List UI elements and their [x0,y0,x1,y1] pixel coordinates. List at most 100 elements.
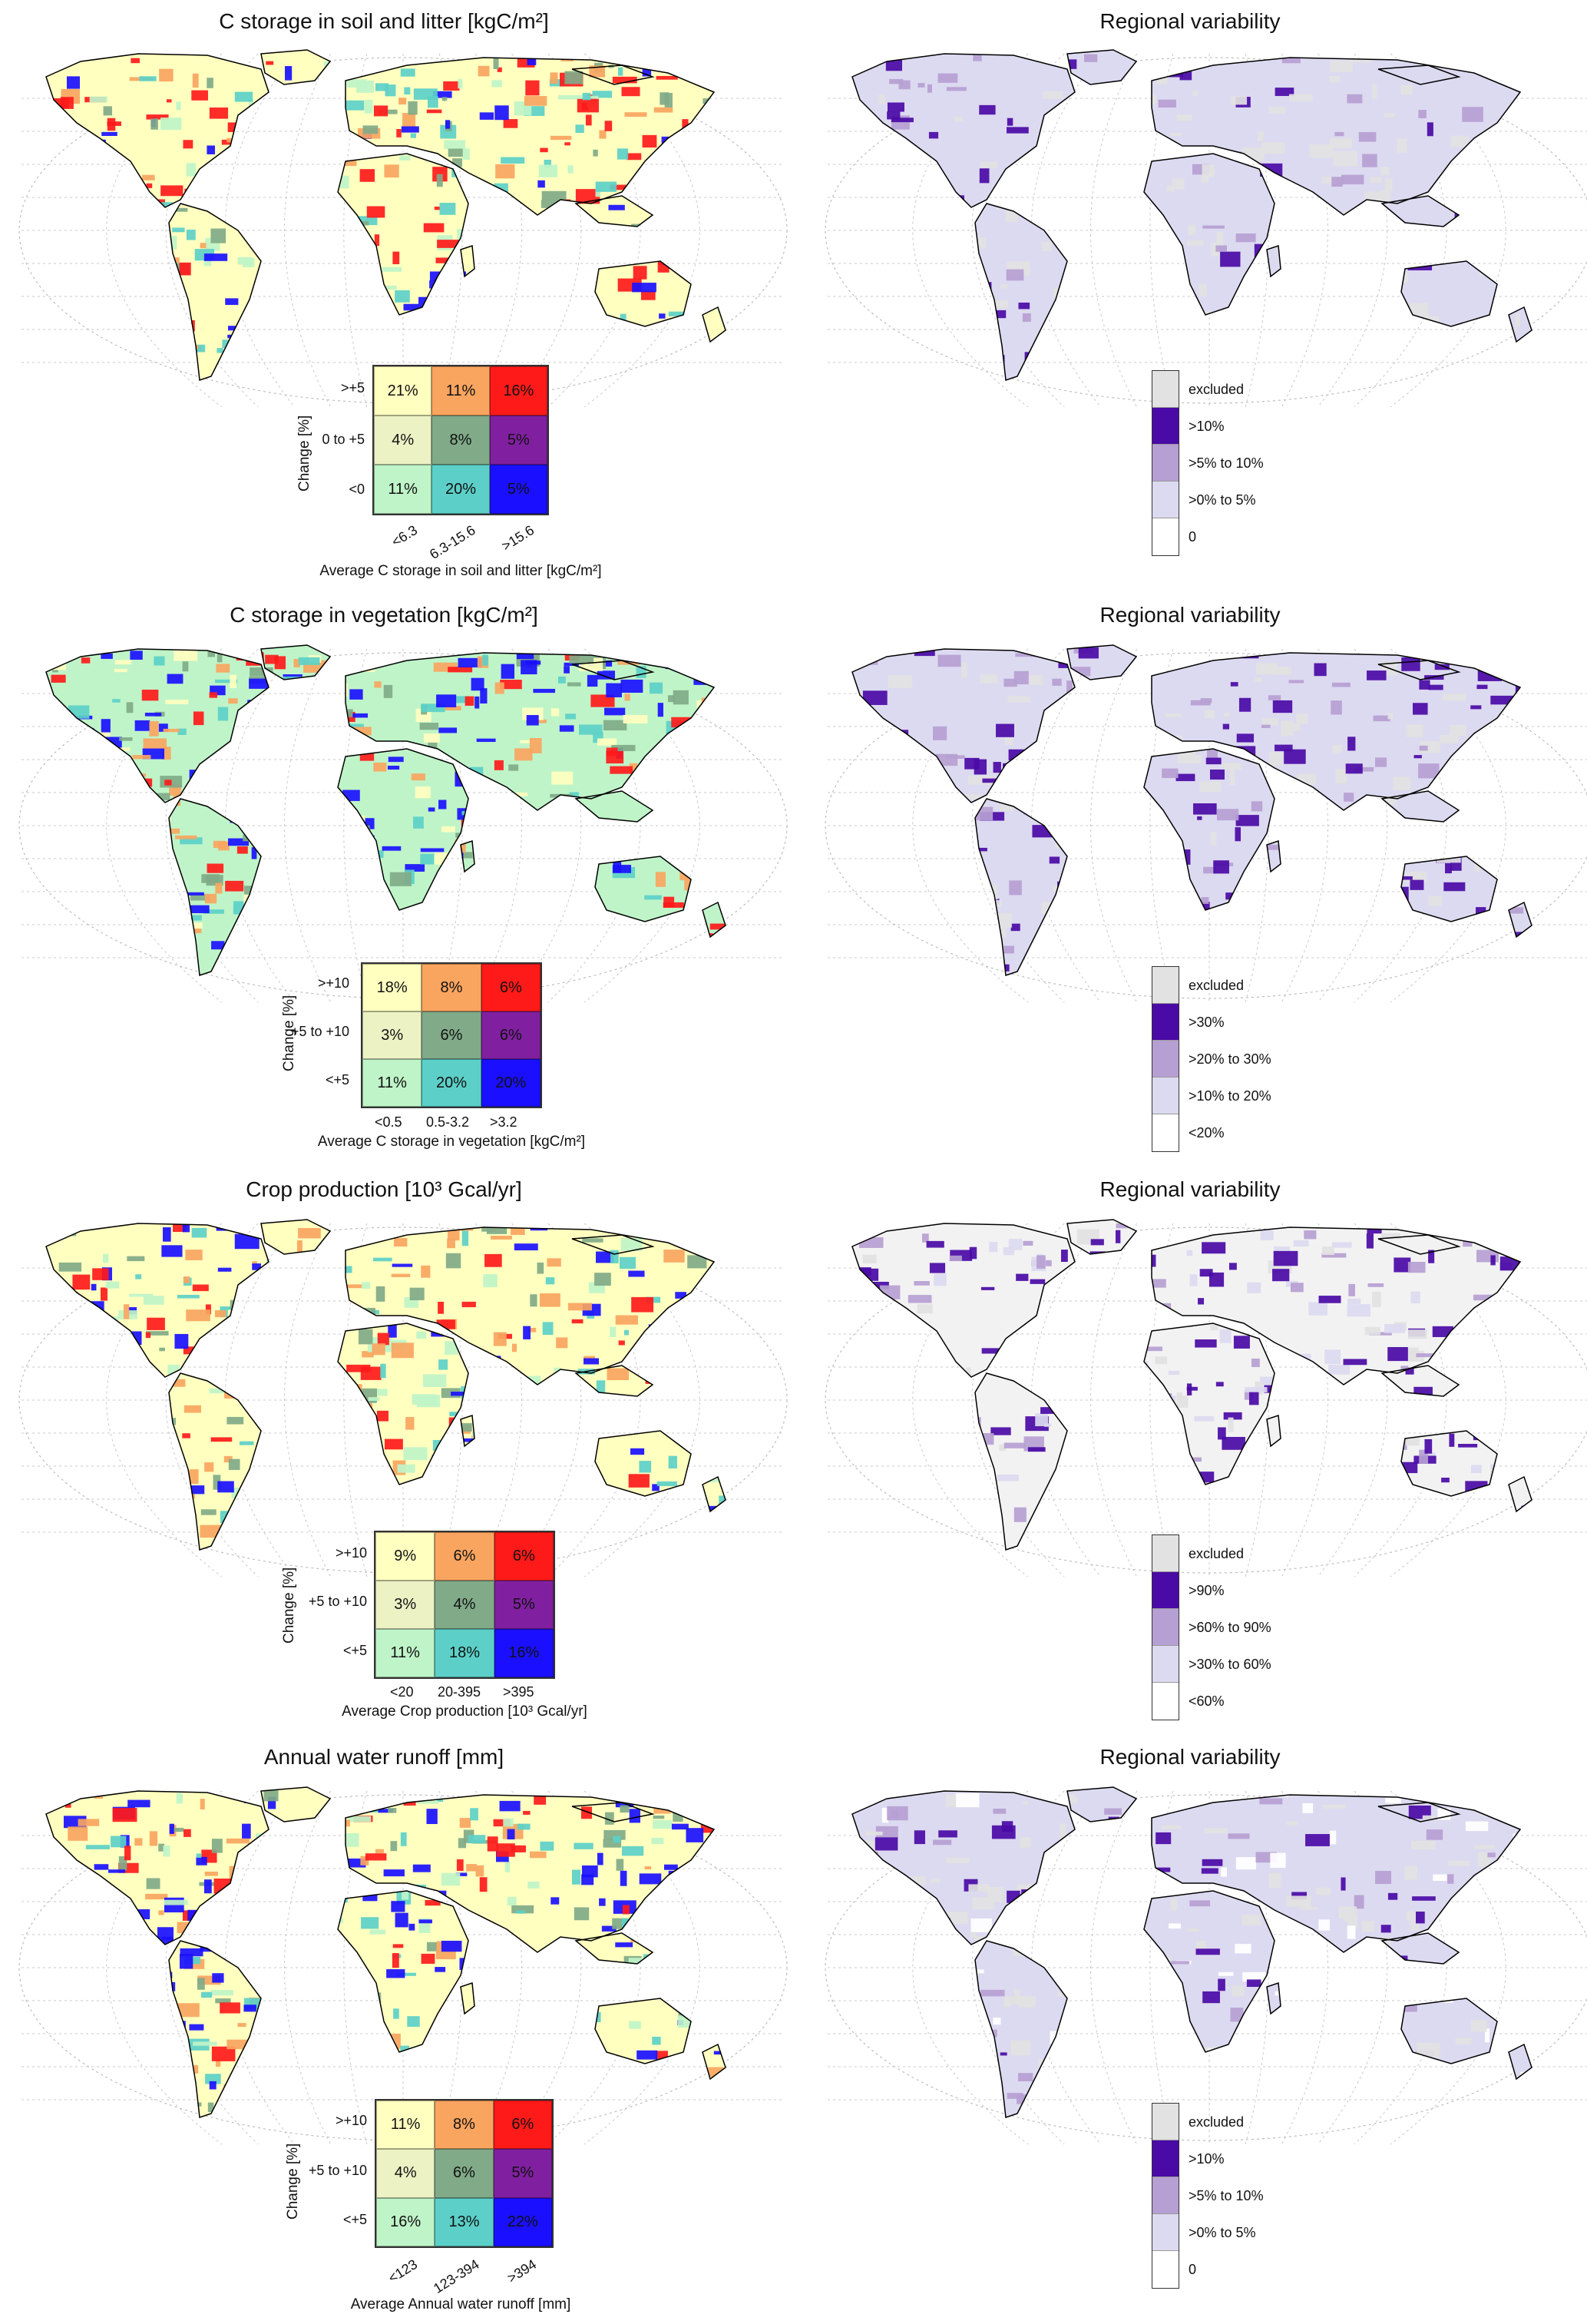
matrix-cell: 4% [376,2149,435,2198]
panel-3-row-label: +5 to +10 [308,1594,367,1609]
legend-swatch [1152,445,1179,482]
matrix-cell: 16% [489,366,547,415]
legend-label: 0 [1189,529,1197,545]
legend-label: >5% to 10% [1189,455,1264,471]
matrix-cell: 16% [376,2197,435,2246]
matrix-cell: 6% [435,2149,494,2198]
panel-2-row-label: <+5 [325,1072,349,1088]
panel-1-row-label: 0 to +5 [322,432,365,447]
variability-legend-bar [1152,1534,1179,1720]
legend-label: <20% [1189,1125,1225,1140]
matrix-cell: 8% [435,2101,494,2150]
variability-legend-bar [1152,966,1179,1152]
panel-3-bivariate-map [18,1219,788,1577]
legend-label: excluded [1189,1546,1245,1561]
panel-4-bivariate-map [18,1786,788,2144]
legend-swatch [1152,1572,1179,1609]
legend-swatch [1152,2177,1179,2214]
matrix-cell: 11% [431,366,490,415]
legend-label: >60% to 90% [1189,1620,1271,1635]
matrix-cell: 9% [375,1532,435,1581]
legend-swatch [1152,371,1179,408]
matrix-cell: 11% [376,2101,435,2150]
panel-2-x-label: Average C storage in vegetation [kgC/m²] [317,1134,586,1150]
legend-swatch [1152,518,1179,555]
panel-2-matrix: 18% 8% 6% 3% 6% 6% 11% 20% 20% [361,962,542,1108]
matrix-cell: 8% [422,964,481,1011]
legend-label: >20% to 30% [1189,1051,1271,1067]
matrix-cell: 20% [422,1059,481,1107]
panel-3-title: Crop production [10³ Gcal/yr] [246,1177,522,1201]
panel-4-variability-title: Regional variability [1099,1745,1281,1769]
panel-2-row-label: +5 to +10 [290,1024,349,1039]
legend-swatch [1152,408,1179,445]
legend-label: <60% [1189,1693,1225,1709]
panel-2-bivariate-map [18,644,788,1002]
legend-swatch [1152,2140,1179,2177]
panel-4-y-label: Change [%] [285,2143,301,2220]
panel-4-title: Annual water runoff [mm] [263,1745,504,1769]
panel-2-title: C storage in vegetation [kgC/m²] [230,603,538,627]
matrix-cell: 20% [481,1059,541,1107]
matrix-cell: 18% [362,964,422,1011]
matrix-cell: 5% [494,1581,554,1629]
legend-swatch [1152,2104,1179,2140]
panel-1-variability-title: Regional variability [1099,9,1281,33]
matrix-cell: 5% [489,415,547,465]
panel-4-col-label: 123-394 [430,2256,482,2296]
panel-3-col-label: <20 [390,1684,414,1700]
matrix-cell: 8% [431,415,490,465]
legend-swatch [1152,1041,1179,1078]
panel-1-bivariate-map [18,49,788,407]
matrix-cell: 4% [374,415,432,465]
legend-label: >30% to 60% [1189,1657,1271,1672]
panel-2-row-label: >+10 [317,975,349,991]
matrix-cell: 20% [431,465,490,514]
legend-swatch [1152,1004,1179,1041]
legend-swatch [1152,1609,1179,1646]
matrix-cell: 21% [374,366,432,415]
panel-4-row-label: +5 to +10 [308,2163,367,2178]
legend-label: excluded [1189,2114,1245,2130]
matrix-cell: 6% [494,1532,554,1581]
panel-1-title: C storage in soil and litter [kgC/m²] [219,9,549,33]
panel-1-col-label: <6.3 [388,522,421,550]
variability-legend-bar [1152,370,1179,556]
legend-swatch [1152,1535,1179,1572]
panel-4-x-label: Average Annual water runoff [mm] [350,2296,571,2312]
legend-swatch [1152,1683,1179,1720]
matrix-cell: 13% [435,2197,494,2246]
legend-swatch [1152,2214,1179,2251]
panel-3-matrix: 9% 6% 6% 3% 4% 5% 11% 18% 16% [374,1531,555,1679]
legend-label: >0% to 5% [1189,2225,1256,2240]
panel-1-row-label: <0 [349,482,365,497]
panel-3-variability-title: Regional variability [1099,1177,1281,1201]
panel-3-variability-map [825,1219,1587,1577]
panel-3-col-label: 20-395 [438,1684,481,1700]
panel-2-col-label: <0.5 [375,1114,402,1130]
matrix-cell: 16% [494,1629,554,1677]
legend-label: >5% to 10% [1189,2188,1264,2203]
matrix-cell: 11% [374,465,432,514]
legend-swatch [1152,967,1179,1004]
legend-label: >90% [1189,1583,1225,1598]
legend-swatch [1152,1078,1179,1114]
panel-3-row-label: <+5 [342,1643,367,1658]
legend-label: >10% [1189,2151,1225,2167]
panel-1-variability-map [825,49,1587,407]
matrix-cell: 5% [493,2149,552,2198]
matrix-cell: 4% [435,1581,494,1629]
panel-4-row-label: <+5 [342,2212,367,2227]
panel-4-row-label: >+10 [335,2113,367,2128]
matrix-cell: 3% [375,1581,435,1629]
panel-1-x-label: Average C storage in soil and litter [kg… [319,563,602,579]
legend-swatch [1152,1646,1179,1683]
panel-2-variability-title: Regional variability [1099,603,1281,627]
variability-legend-bar [1152,2103,1179,2289]
matrix-cell: 11% [375,1629,435,1677]
legend-label: >10% to 20% [1189,1088,1271,1104]
panel-1-y-label: Change [%] [296,415,312,492]
panel-3-row-label: >+10 [335,1545,367,1561]
panel-2-col-label: 0.5-3.2 [426,1114,470,1130]
legend-label: >10% [1189,419,1225,434]
